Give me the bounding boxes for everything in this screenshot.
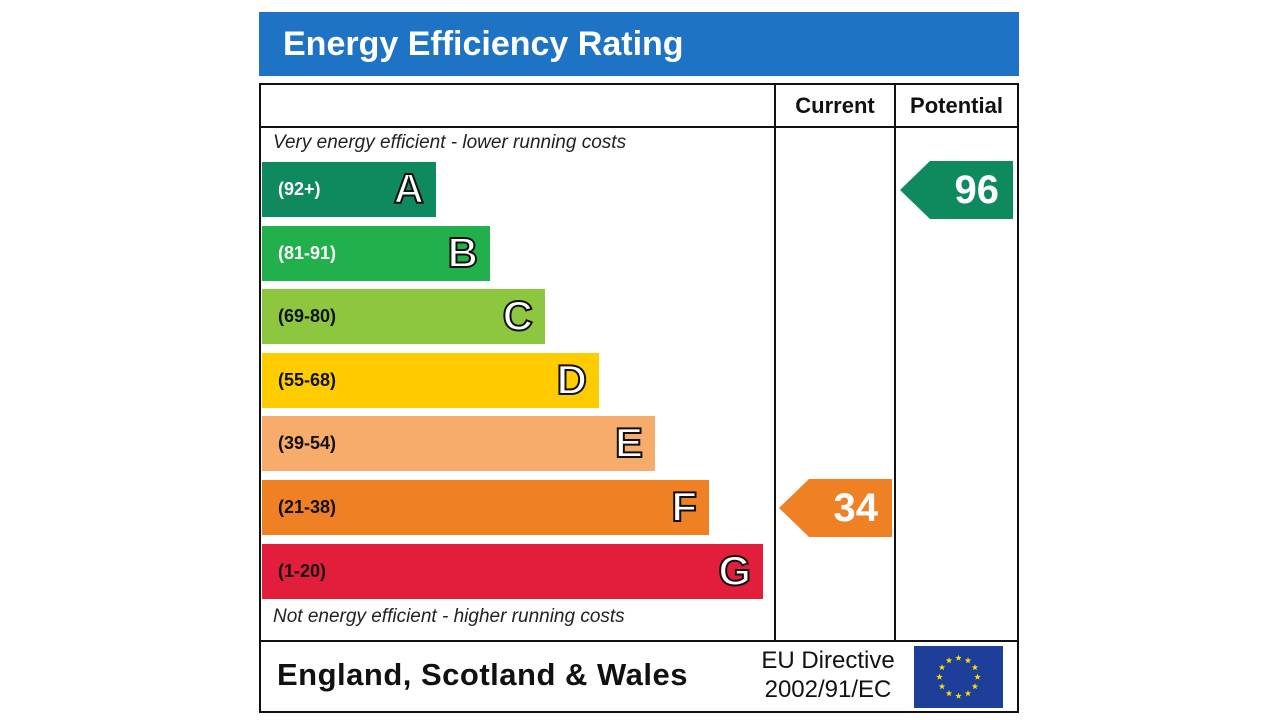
eu-directive-label: EU Directive 2002/91/EC xyxy=(752,646,904,704)
band-g: (1-20) G xyxy=(262,544,763,599)
eu-star-icon xyxy=(938,683,946,690)
band-e: (39-54) E xyxy=(262,416,655,471)
potential-rating-arrow: 96 xyxy=(900,161,1013,219)
band-letter: C xyxy=(502,291,534,340)
current-rating-arrow-shape xyxy=(779,479,892,537)
band-b: (81-91) B xyxy=(262,226,490,281)
current-column-divider xyxy=(774,83,776,642)
title-bar: Energy Efficiency Rating xyxy=(259,12,1019,76)
band-c: (69-80) C xyxy=(262,289,545,344)
band-range-label: (39-54) xyxy=(278,433,337,453)
band-range-label: (55-68) xyxy=(278,370,337,390)
potential-column-divider xyxy=(894,83,896,642)
eu-star-icon xyxy=(955,692,962,699)
eu-directive-line1: EU Directive xyxy=(761,647,895,674)
eu-directive-line2: 2002/91/EC xyxy=(764,676,892,703)
eu-star-icon xyxy=(971,664,979,671)
header-divider xyxy=(259,126,1019,128)
chart-frame xyxy=(259,83,1019,713)
band-d: (55-68) D xyxy=(262,353,599,408)
band-range-label: (81-91) xyxy=(278,243,337,263)
eu-star-icon xyxy=(955,654,962,661)
eu-star-icon xyxy=(974,673,981,680)
eu-flag-icon xyxy=(914,646,1003,708)
eu-star-icon xyxy=(945,657,953,664)
band-letter: B xyxy=(447,228,479,277)
current-rating-arrow-value: 34 xyxy=(833,486,879,530)
eu-star-icon xyxy=(971,683,979,690)
chart-title: Energy Efficiency Rating xyxy=(283,25,684,63)
band-letter: D xyxy=(556,355,588,404)
band-range-label: (21-38) xyxy=(278,497,337,517)
band-range-label: (1-20) xyxy=(278,561,327,581)
band-letter: E xyxy=(614,418,644,467)
band-letter: F xyxy=(670,482,698,531)
band-f: (21-38) F xyxy=(262,480,709,535)
region-label: England, Scotland & Wales xyxy=(277,657,688,692)
current-column-header: Current xyxy=(795,93,875,118)
band-letter: G xyxy=(717,546,752,595)
current-rating-arrow: 34 xyxy=(779,479,892,537)
eu-star-icon xyxy=(938,664,946,671)
potential-rating-arrow-shape xyxy=(900,161,1013,219)
potential-column-header: Potential xyxy=(910,93,1003,118)
band-range-label: (69-80) xyxy=(278,306,337,326)
eu-star-icon xyxy=(936,673,943,680)
eu-star-icon xyxy=(964,657,972,664)
eu-star-icon xyxy=(945,690,953,697)
band-range-label: (92+) xyxy=(278,179,321,199)
footer-divider xyxy=(259,640,1019,642)
potential-rating-arrow-value: 96 xyxy=(954,168,1000,212)
band-a: (92+) A xyxy=(262,162,436,217)
top-efficiency-note: Very energy efficient - lower running co… xyxy=(273,132,627,153)
eu-star-icon xyxy=(964,690,972,697)
bottom-efficiency-note: Not energy efficient - higher running co… xyxy=(273,606,625,627)
band-letter: A xyxy=(393,164,425,213)
